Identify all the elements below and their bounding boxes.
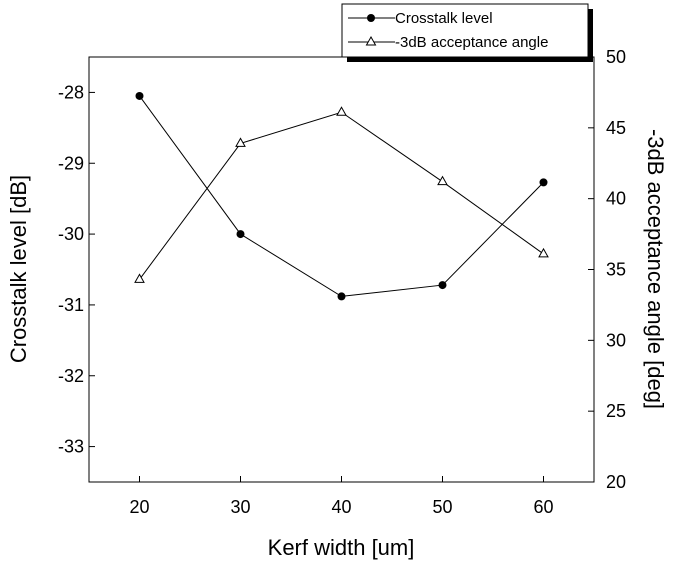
legend-marker-crosstalk [367,14,375,22]
y2-tick-label: 50 [606,47,626,67]
legend-marker-angle [365,35,377,46]
series-line-angle [139,111,544,280]
y-axis-left: -28 -29 -30 -31 -32 -33 [58,82,95,457]
legend-box [341,3,589,58]
legend-label-angle: -3dB acceptance angle [395,34,548,51]
data-point-crosstalk [337,292,346,301]
data-point-angle [235,137,246,147]
data-point-angle [437,175,448,186]
x-tick-label: 50 [432,497,452,517]
y-tick-label: -28 [58,82,84,102]
x-axis: 20 30 40 50 60 [129,476,554,517]
x-tick-label: 40 [331,497,351,517]
x-tick-label: 20 [129,497,149,517]
data-point-crosstalk [438,281,447,290]
y2-axis-title: -3dB acceptance angle [deg] [643,129,668,409]
y-axis-right: 20 25 30 35 40 45 50 [588,47,626,492]
y-tick-label: -30 [58,224,84,244]
data-point-crosstalk [135,91,144,100]
y2-tick-label: 40 [606,189,626,209]
data-point-angle [134,273,145,283]
y2-tick-label: 45 [606,118,626,138]
x-tick-label: 30 [230,497,250,517]
y2-tick-label: 20 [606,472,626,492]
series-line-crosstalk [139,95,544,297]
plot-area [88,56,595,483]
data-point-angle [538,247,549,258]
legend-label-crosstalk: Crosstalk level [395,10,493,27]
y-tick-label: -31 [58,295,84,315]
data-point-crosstalk [539,178,548,187]
y2-tick-label: 30 [606,330,626,350]
y2-tick-label: 35 [606,260,626,280]
data-point-angle [336,106,347,116]
y2-tick-label: 25 [606,401,626,421]
x-tick-label: 60 [533,497,553,517]
y-axis-title: Crosstalk level [dB] [6,175,31,363]
y-tick-label: -33 [58,437,84,457]
series-layer [134,91,549,301]
y-tick-label: -32 [58,366,84,386]
legend: Crosstalk level -3dB acceptance angle [341,3,593,62]
x-axis-title: Kerf width [um] [268,535,415,560]
y-tick-label: -29 [58,153,84,173]
data-point-crosstalk [236,230,245,239]
